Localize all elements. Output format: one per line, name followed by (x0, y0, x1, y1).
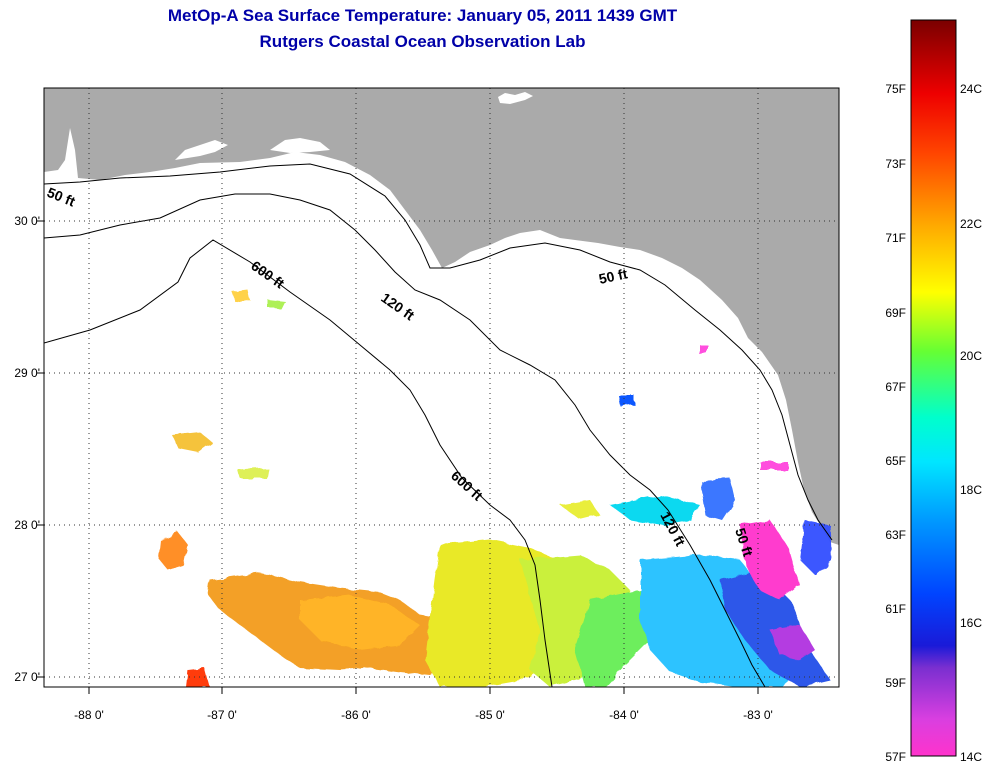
colorbar-c-label: 14C (960, 750, 982, 764)
map-title: MetOp-A Sea Surface Temperature: January… (167, 6, 678, 25)
sst-patch (268, 300, 286, 310)
land-mass (44, 88, 839, 545)
sst-patch (158, 532, 188, 570)
sst-patch (610, 495, 700, 525)
colorbar-f-label: 59F (885, 676, 906, 690)
colorbar-c-label: 20C (960, 349, 982, 363)
colorbar-celsius-labels: 24C 22C 20C 18C 16C 14C (960, 82, 982, 764)
bay (175, 140, 228, 160)
contour-120ft (44, 193, 766, 687)
colorbar-f-label: 63F (885, 528, 906, 542)
contour-600ft (44, 239, 553, 687)
colorbar-c-label: 24C (960, 82, 982, 96)
bathymetry-contours (44, 163, 833, 687)
sst-patch (700, 345, 708, 355)
colorbar-f-label: 65F (885, 454, 906, 468)
lat-label: 29 0' (14, 366, 40, 380)
island (498, 92, 533, 104)
lat-label: 27 0' (14, 670, 40, 684)
sst-data (158, 290, 832, 687)
sst-patch (760, 462, 788, 470)
contour-label-50ft: 50 ft (597, 265, 629, 287)
colorbar-f-label: 67F (885, 380, 906, 394)
lat-label: 30 0' (14, 214, 40, 228)
sst-patch (232, 290, 250, 303)
colorbar-c-label: 22C (960, 217, 982, 231)
sst-patch (300, 595, 420, 650)
lon-label: -87 0' (207, 708, 237, 722)
lon-label: -88 0' (74, 708, 104, 722)
frame-ticks (37, 220, 759, 694)
sst-patch (618, 395, 634, 406)
colorbar-fahrenheit-labels: 75F 73F 71F 69F 67F 65F 63F 61F 59F 57F (885, 82, 906, 764)
sst-patch (700, 478, 735, 520)
map-frame (43, 87, 840, 688)
sst-patch (740, 520, 800, 600)
lat-label: 28 0' (14, 518, 40, 532)
lon-label: -83 0' (743, 708, 773, 722)
colorbar-f-label: 69F (885, 306, 906, 320)
sst-patch (770, 625, 815, 660)
colorbar (910, 19, 957, 757)
sst-patch (560, 500, 600, 520)
lon-label: -85 0' (475, 708, 505, 722)
sst-patch (800, 520, 832, 575)
colorbar-c-label: 16C (960, 616, 982, 630)
sst-patch (172, 432, 212, 452)
colorbar-f-label: 61F (885, 602, 906, 616)
colorbar-f-label: 73F (885, 157, 906, 171)
lon-label: -86 0' (341, 708, 371, 722)
sst-patch (186, 668, 210, 687)
lon-label: -84 0' (609, 708, 639, 722)
bay (270, 138, 330, 153)
contour-50ft (44, 163, 833, 541)
map-subtitle: Rutgers Coastal Ocean Observation Lab (259, 32, 586, 51)
colorbar-f-label: 71F (885, 231, 906, 245)
colorbar-f-label: 57F (885, 750, 906, 764)
colorbar-f-label: 75F (885, 82, 906, 96)
sst-patch (575, 590, 660, 687)
sst-patch (238, 468, 268, 478)
colorbar-c-label: 18C (960, 483, 982, 497)
